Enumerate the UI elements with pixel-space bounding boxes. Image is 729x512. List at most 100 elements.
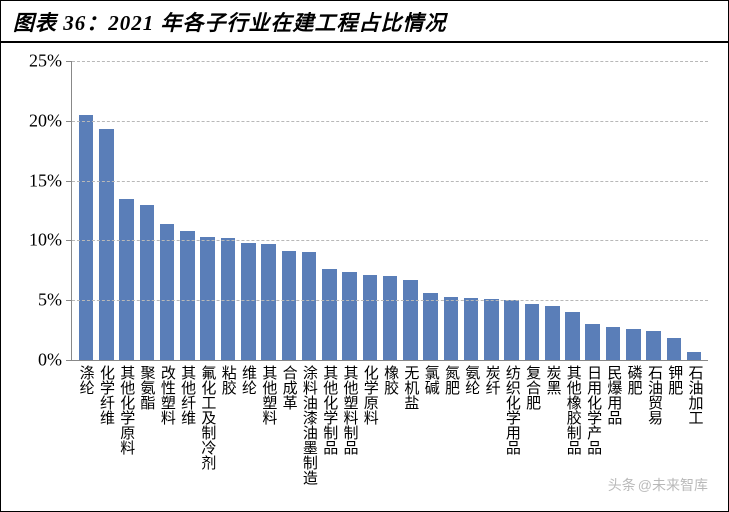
bar <box>423 293 438 360</box>
x-label-slot: 纺织化学用品 <box>501 361 521 503</box>
x-label-slot: 其他化学原料 <box>116 361 136 503</box>
bar-slot <box>623 61 643 360</box>
bar-slot <box>502 61 522 360</box>
x-label-slot: 其他化学制品 <box>319 361 339 503</box>
bar-slot <box>177 61 197 360</box>
bar-slot <box>319 61 339 360</box>
y-tick <box>66 240 72 241</box>
category-label: 其他塑料制品 <box>342 365 357 455</box>
bar <box>444 297 459 360</box>
bar <box>464 298 479 360</box>
grid-line <box>72 181 708 182</box>
bar-slot <box>279 61 299 360</box>
bar-slot <box>603 61 623 360</box>
y-tick <box>66 181 72 182</box>
category-label: 化学原料 <box>362 365 377 425</box>
bar-slot <box>522 61 542 360</box>
x-label-slot: 其他塑料 <box>258 361 278 503</box>
bar-slot <box>664 61 684 360</box>
y-tick <box>66 61 72 62</box>
bar <box>261 244 276 360</box>
bar <box>687 352 702 360</box>
y-axis-label: 5% <box>38 290 62 311</box>
x-label-slot: 复合肥 <box>522 361 542 503</box>
bar-slot <box>96 61 116 360</box>
category-label: 涤纶 <box>78 365 93 395</box>
category-label: 钾肥 <box>666 365 681 395</box>
bar-slot <box>299 61 319 360</box>
x-label-slot: 聚氨酯 <box>136 361 156 503</box>
category-label: 无机盐 <box>402 365 417 410</box>
category-label: 石油贸易 <box>646 365 661 425</box>
x-label-slot: 维纶 <box>237 361 257 503</box>
bar <box>119 199 134 360</box>
bar <box>525 304 540 360</box>
grid-line <box>72 121 708 122</box>
bar-slot <box>562 61 582 360</box>
x-label-slot: 日用化学产品 <box>582 361 602 503</box>
x-label-slot: 氮肥 <box>440 361 460 503</box>
grid-line <box>72 300 708 301</box>
category-label: 其他纤维 <box>179 365 194 425</box>
bar-slot <box>421 61 441 360</box>
bar <box>646 331 661 360</box>
category-label: 炭纤 <box>484 365 499 395</box>
bar <box>322 269 337 360</box>
chart-area: 0%5%10%15%20%25% 涤纶化学纤维其他化学原料聚氨酯改性塑料其他纤维… <box>1 43 728 503</box>
bar <box>140 205 155 360</box>
bar-slot <box>542 61 562 360</box>
bar-slot <box>117 61 137 360</box>
y-axis-label: 15% <box>29 170 62 191</box>
x-label-slot: 炭纤 <box>481 361 501 503</box>
watermark-text: @未来智库 <box>638 477 708 493</box>
bar <box>504 300 519 360</box>
x-label-slot: 其他纤维 <box>176 361 196 503</box>
bar-slot <box>339 61 359 360</box>
bar-slot <box>198 61 218 360</box>
grid-line <box>72 240 708 241</box>
bar-slot <box>238 61 258 360</box>
bar <box>606 327 621 360</box>
bar <box>342 272 357 361</box>
bar <box>99 129 114 360</box>
bar <box>363 275 378 360</box>
category-label: 其他化学制品 <box>321 365 336 455</box>
bar-slot <box>643 61 663 360</box>
x-label-slot: 其他橡胶制品 <box>562 361 582 503</box>
y-axis-label: 10% <box>29 230 62 251</box>
category-label: 日用化学产品 <box>585 365 600 455</box>
category-label: 改性塑料 <box>159 365 174 425</box>
x-label-slot: 无机盐 <box>400 361 420 503</box>
category-label: 氟化工及制冷剂 <box>199 365 214 470</box>
category-label: 其他塑料 <box>260 365 275 425</box>
x-label-slot: 氯碱 <box>420 361 440 503</box>
category-label: 合成革 <box>281 365 296 410</box>
category-label: 氮肥 <box>443 365 458 395</box>
bar <box>302 252 317 360</box>
y-tick <box>66 300 72 301</box>
category-label: 纺织化学用品 <box>504 365 519 455</box>
bar <box>241 243 256 360</box>
figure-container: 图表 36：2021 年各子行业在建工程占比情况 0%5%10%15%20%25… <box>0 0 729 512</box>
bar <box>626 329 641 360</box>
bar <box>383 276 398 360</box>
bar-slot <box>684 61 704 360</box>
watermark: 头条@未来智库 <box>608 475 708 495</box>
bar <box>403 280 418 360</box>
x-label-slot: 改性塑料 <box>156 361 176 503</box>
bar-slot <box>157 61 177 360</box>
bar-slot <box>218 61 238 360</box>
bar <box>565 312 580 360</box>
category-label: 复合肥 <box>524 365 539 410</box>
plot-region: 0%5%10%15%20%25% <box>71 61 708 361</box>
x-label-slot: 化学纤维 <box>95 361 115 503</box>
x-label-slot: 橡胶 <box>379 361 399 503</box>
bar-slot <box>380 61 400 360</box>
y-axis-label: 20% <box>29 110 62 131</box>
category-label: 炭黑 <box>544 365 559 395</box>
x-label-slot: 炭黑 <box>542 361 562 503</box>
x-label-slot: 其他塑料制品 <box>339 361 359 503</box>
bar <box>585 324 600 360</box>
x-label-slot: 氨纶 <box>461 361 481 503</box>
bar-slot <box>481 61 501 360</box>
